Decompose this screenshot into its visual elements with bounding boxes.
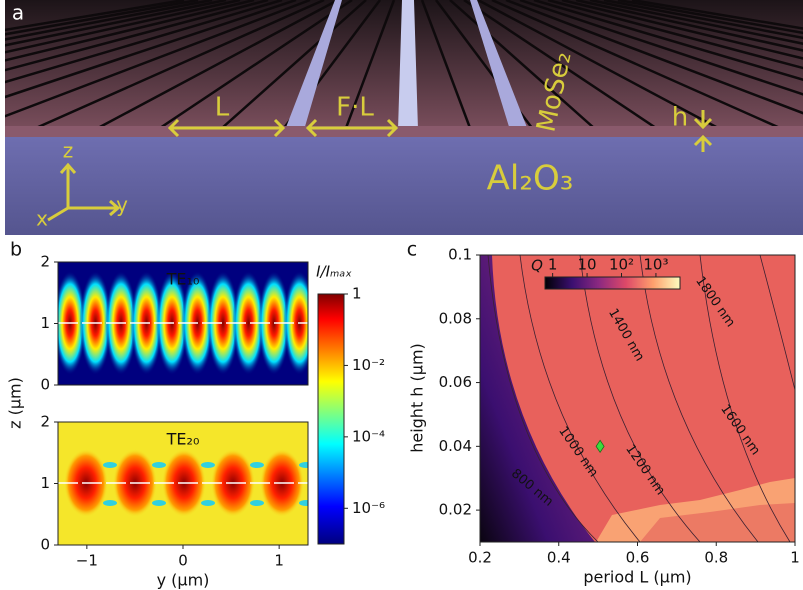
axis-x: x (36, 207, 48, 231)
x-tick-label: 1 (790, 549, 800, 567)
x-tick-label: 0.6 (626, 549, 650, 567)
panel-label: a (12, 1, 24, 25)
field-lobe (299, 500, 313, 506)
axis-z: z (63, 139, 74, 163)
x-tick-label: 1 (274, 552, 284, 570)
x-tick-label: 0.4 (547, 549, 571, 567)
field-lobe (250, 462, 264, 468)
colorbar-tick-label: 1 (548, 256, 558, 274)
axis-y: y (116, 193, 128, 217)
y-tick-label: 0.04 (439, 437, 472, 455)
field-lobe (152, 500, 166, 506)
y-tick-label: 2 (40, 253, 50, 271)
illustration: L F·L MoSe₂ h Al₂O₃ z y x a (0, 0, 803, 235)
colorbar-tick-label: 1 (352, 285, 362, 303)
colorbar-tick-label: 10⁻⁴ (352, 427, 385, 445)
y-tick-label: 0.06 (439, 373, 472, 391)
y-axis-label: z (μm) (6, 377, 25, 429)
annotation: TE₂₀ (166, 430, 200, 449)
annotation: TE₁₀ (166, 270, 200, 289)
panel-label: c (407, 239, 417, 261)
panel-label: b (10, 239, 22, 261)
x-tick-label: −1 (76, 552, 98, 570)
substrate (5, 137, 803, 235)
label-substrate: Al₂O₃ (487, 159, 574, 199)
field-lobe (103, 500, 117, 506)
y-tick-label: 1 (40, 314, 50, 332)
field-lobe (250, 500, 264, 506)
colorbar (318, 294, 344, 544)
x-axis-label: period L (μm) (583, 568, 691, 587)
y-tick-label: 0 (40, 376, 50, 394)
x-tick-label: 0 (178, 552, 188, 570)
colorbar-tick-label: 10 (578, 256, 597, 274)
y-tick-label: 0 (40, 536, 50, 554)
x-axis-label: y (μm) (157, 571, 210, 590)
colorbar-label: Q (531, 257, 543, 275)
field-lobe (201, 500, 215, 506)
colorbar-tick-label: 10² (609, 256, 634, 274)
field-lobe (201, 462, 215, 468)
colorbar (545, 277, 680, 289)
field-lobe (103, 462, 117, 468)
colorbar-tick-label: 10⁻² (352, 356, 385, 374)
q-map (480, 255, 795, 542)
label-period: L (215, 93, 230, 123)
field-lobe (299, 462, 313, 468)
field-lobe (152, 462, 166, 468)
colorbar-tick-label: 10³ (643, 256, 668, 274)
figure: L F·L MoSe₂ h Al₂O₃ z y x a b c 0 1 2 TE₁₀ I… (0, 0, 803, 590)
y-tick-label: 1 (40, 474, 50, 492)
y-tick-label: 0.08 (439, 309, 472, 327)
y-tick-label: 2 (40, 413, 50, 431)
y-axis-label: height h (μm) (408, 343, 427, 453)
colorbar-tick-label: 10⁻⁶ (352, 499, 385, 517)
y-tick-label: 0.1 (448, 246, 472, 264)
label-thickness: h (672, 103, 688, 133)
y-tick-label: 0.02 (439, 501, 472, 519)
x-tick-label: 0.2 (468, 549, 492, 567)
colorbar-label: I/Iₘₐₓ (316, 263, 352, 281)
label-gap: F·L (336, 93, 374, 123)
x-tick-label: 0.8 (704, 549, 728, 567)
